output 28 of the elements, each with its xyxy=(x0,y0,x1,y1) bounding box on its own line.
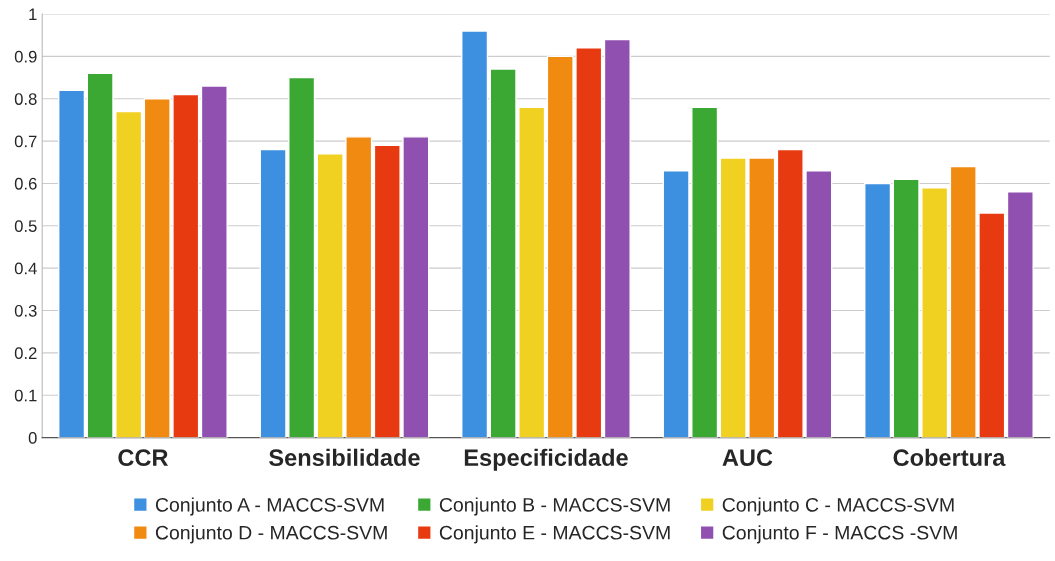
x-tick-label: Cobertura xyxy=(893,448,1006,467)
x-tick-label: Especificidade xyxy=(464,448,628,471)
bar xyxy=(864,182,892,438)
y-tick-label: 0.9 xyxy=(14,50,37,63)
bar xyxy=(603,38,631,438)
y-tick-label: 0.1 xyxy=(14,389,37,402)
bar xyxy=(1006,191,1034,438)
x-tick-label: AUC xyxy=(722,449,773,467)
legend-label: Conjunto C - MACCS-SVM xyxy=(722,497,954,516)
x-tick-label: CCR xyxy=(118,449,169,467)
legend-label: Conjunto E - MACCS-SVM xyxy=(439,525,670,544)
legend-label: Conjunto B - MACCS-SVM xyxy=(439,497,670,516)
bar xyxy=(461,30,489,438)
y-tick-label: 0.4 xyxy=(14,262,37,275)
y-tick-label: 0.8 xyxy=(14,93,37,105)
y-tick-label: 0.7 xyxy=(14,135,37,148)
y-tick-label: 0.5 xyxy=(14,220,37,233)
bar xyxy=(200,85,228,438)
y-tick-label: 0.2 xyxy=(14,347,37,360)
y-tick-label: 0.3 xyxy=(14,304,37,317)
legend-label: Conjunto F - MACCS -SVM xyxy=(722,525,957,544)
x-tick-label: Sensibilidade xyxy=(269,448,420,467)
y-tick-label: 0 xyxy=(28,431,37,444)
bar xyxy=(58,89,86,438)
legend-label: Conjunto D - MACCS-SVM xyxy=(155,525,387,544)
y-tick-label: 1 xyxy=(29,8,37,21)
legend-label: Conjunto A - MACCS-SVM xyxy=(155,497,384,516)
y-tick-label: 0.6 xyxy=(14,177,37,190)
